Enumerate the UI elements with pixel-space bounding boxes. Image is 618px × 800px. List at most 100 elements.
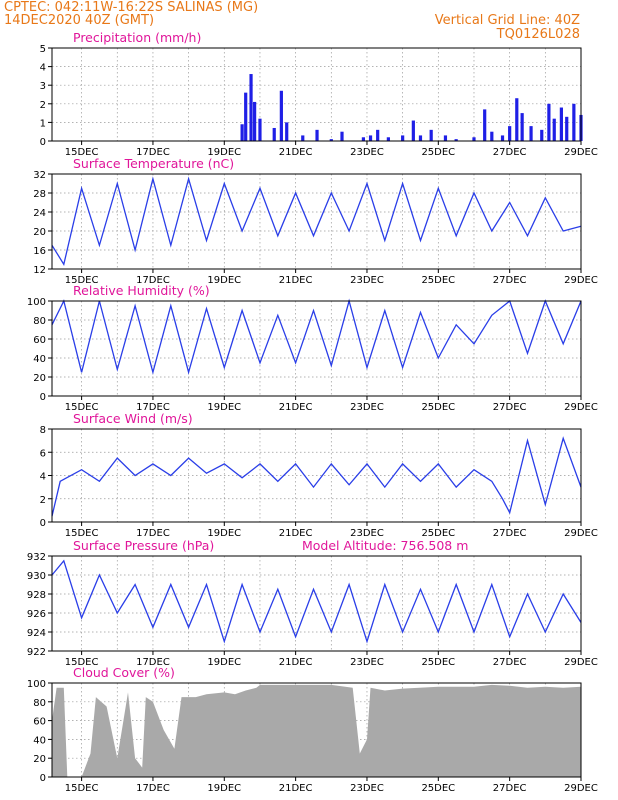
- y-tick-label: 2: [40, 495, 46, 506]
- panel-5: 0 20 40 60 80 100 15DEC 17DEC 19DEC 21DEC 23DEC 25D…: [27, 665, 598, 794]
- station-label: CPTEC: 042:11W-16:22S SALINAS (MG): [4, 0, 259, 15]
- x-tick-label: 23DEC: [350, 147, 384, 158]
- y-tick-label: 12: [33, 265, 46, 276]
- y-tick-label: 4: [40, 472, 46, 483]
- panel-title: Surface Pressure (hPa): [73, 538, 214, 553]
- precip-bar: [244, 92, 248, 141]
- x-tick-label: 19DEC: [207, 147, 241, 158]
- x-tick-label: 29DEC: [564, 147, 598, 158]
- y-tick-label: 100: [27, 679, 46, 690]
- x-tick-label: 27DEC: [493, 275, 527, 286]
- panel-1: 12 16 20 24 28 32 15DEC 17DEC 19DEC 21DEC 23DEC 25D…: [33, 156, 598, 286]
- x-tick-label: 25DEC: [421, 275, 455, 286]
- x-tick-label: 21DEC: [279, 528, 313, 539]
- precip-bar: [401, 135, 405, 141]
- panel-title: Surface Temperature (nC): [73, 156, 234, 171]
- x-tick-label: 19DEC: [207, 528, 241, 539]
- y-tick-label: 16: [33, 246, 46, 257]
- precip-bar: [240, 124, 244, 141]
- precip-bar: [249, 74, 253, 141]
- y-tick-label: 928: [27, 590, 46, 601]
- y-tick-label: 40: [33, 354, 46, 365]
- y-tick-label: 930: [27, 571, 46, 582]
- x-tick-label: 29DEC: [564, 657, 598, 668]
- x-tick-label: 19DEC: [207, 657, 241, 668]
- panel-frame: [51, 682, 582, 778]
- precip-bar: [301, 135, 305, 141]
- y-tick-label: 20: [33, 227, 46, 238]
- precip-bar: [258, 118, 262, 141]
- y-tick-label: 926: [27, 609, 46, 620]
- x-tick-label: 25DEC: [421, 657, 455, 668]
- x-tick-label: 19DEC: [207, 275, 241, 286]
- y-tick-label: 80: [33, 316, 46, 327]
- panel-frame: [51, 300, 582, 397]
- x-tick-label: 15DEC: [65, 147, 99, 158]
- precip-bar: [559, 107, 563, 141]
- precip-bar: [376, 129, 380, 141]
- grid-line-note: Vertical Grid Line: 40Z: [434, 13, 580, 28]
- precip-bar: [418, 135, 423, 141]
- panel-title: Relative Humidity (%): [73, 283, 210, 298]
- y-tick-label: 24: [33, 208, 46, 219]
- x-tick-label: 25DEC: [421, 402, 455, 413]
- series-line: [51, 298, 582, 375]
- precip-bar: [572, 103, 576, 141]
- x-tick-label: 15DEC: [65, 528, 99, 539]
- precip-bar: [443, 135, 448, 141]
- precip-bar: [490, 131, 494, 141]
- precip-bar: [565, 116, 569, 141]
- x-tick-label: 17DEC: [136, 657, 170, 668]
- y-tick-label: 100: [27, 297, 46, 308]
- cloud-cover-area: [52, 684, 581, 777]
- panel-title: Surface Wind (m/s): [73, 411, 193, 426]
- x-tick-label: 29DEC: [564, 275, 598, 286]
- precip-bar: [361, 137, 366, 141]
- panel-2: 0 20 40 60 80 100 15DEC 17DEC 19DEC 21DEC 23DEC 25D…: [27, 283, 598, 413]
- x-tick-label: 29DEC: [564, 528, 598, 539]
- y-tick-label: 932: [27, 552, 46, 563]
- y-tick-label: 8: [40, 425, 46, 436]
- panel-4: 922 924 926 928 930 932 15DEC 17DEC 19DEC 21DEC 23…: [27, 538, 598, 668]
- x-tick-label: 21DEC: [279, 275, 313, 286]
- x-tick-label: 17DEC: [136, 783, 170, 794]
- y-tick-label: 0: [40, 773, 46, 784]
- precip-bar: [272, 127, 276, 141]
- x-tick-label: 25DEC: [421, 147, 455, 158]
- x-tick-label: 15DEC: [65, 402, 99, 413]
- x-tick-label: 21DEC: [279, 402, 313, 413]
- series-line: [51, 176, 582, 266]
- x-tick-label: 27DEC: [493, 402, 527, 413]
- precip-bar: [386, 137, 390, 141]
- y-tick-label: 60: [33, 335, 46, 346]
- precip-bar: [285, 122, 289, 141]
- y-tick-label: 5: [40, 44, 46, 55]
- x-tick-label: 29DEC: [564, 783, 598, 794]
- x-tick-label: 23DEC: [350, 402, 384, 413]
- precip-bar: [483, 109, 487, 141]
- x-tick-label: 21DEC: [279, 657, 313, 668]
- y-tick-label: 32: [33, 170, 46, 181]
- precip-bar: [529, 126, 533, 141]
- x-tick-label: 17DEC: [136, 402, 170, 413]
- x-tick-label: 17DEC: [136, 275, 170, 286]
- precip-bar: [429, 129, 433, 141]
- panel-subtitle: Model Altitude: 756.508 m: [302, 538, 468, 553]
- series-line: [51, 436, 582, 517]
- precip-bar: [454, 139, 458, 141]
- x-tick-label: 23DEC: [350, 528, 384, 539]
- precip-bar: [508, 126, 512, 141]
- precip-bar: [253, 101, 257, 141]
- y-tick-label: 0: [40, 392, 46, 403]
- panel-0: 0 1 2 3 4 5 15DEC 17DEC 19DEC 21DEC 23DEC 25DEC 27DE…: [40, 30, 598, 158]
- y-tick-label: 6: [40, 448, 46, 459]
- panel-title: Cloud Cover (%): [73, 665, 175, 680]
- precip-bar: [472, 137, 476, 141]
- y-tick-label: 1: [40, 118, 46, 129]
- precip-bar: [520, 113, 524, 141]
- panel-frame: [51, 173, 582, 270]
- x-tick-label: 23DEC: [350, 657, 384, 668]
- precip-bar: [340, 131, 344, 141]
- y-tick-label: 80: [33, 698, 46, 709]
